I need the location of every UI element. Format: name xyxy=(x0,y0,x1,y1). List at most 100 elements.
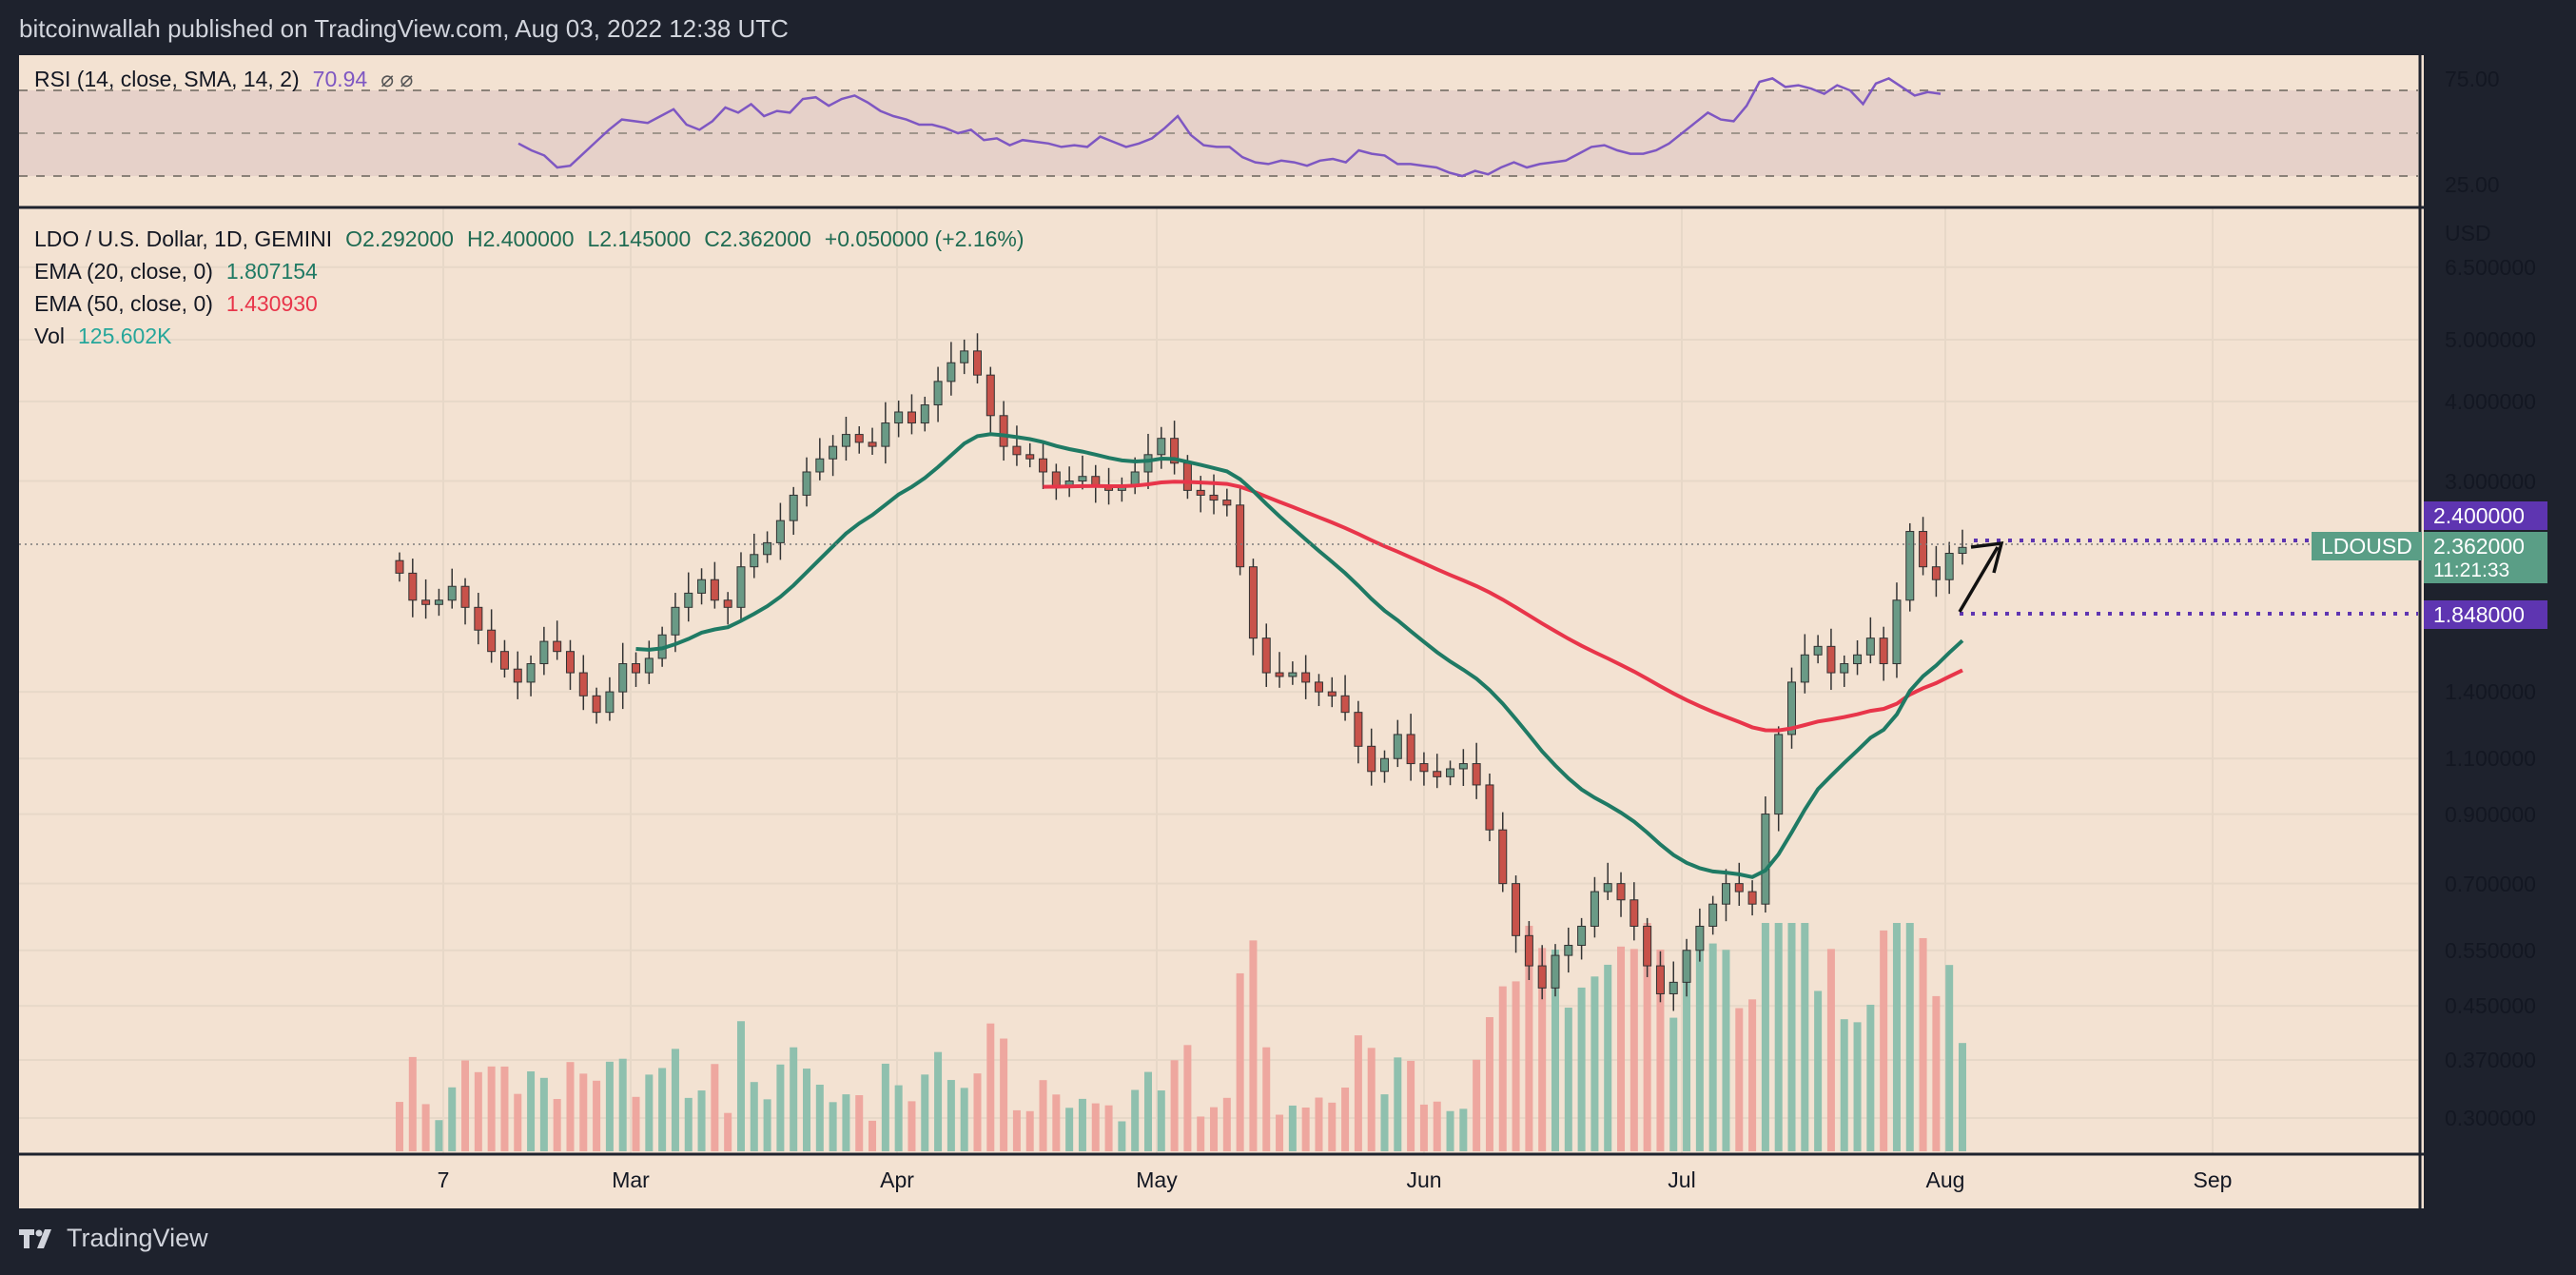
candle-body xyxy=(1747,891,1757,905)
candle-body xyxy=(736,566,746,608)
rsi-legend[interactable]: RSI (14, close, SMA, 14, 2) 70.94 ⌀ ⌀ xyxy=(34,67,426,92)
low-level-badge: 1.848000 xyxy=(2424,600,2547,629)
volume-bar xyxy=(1249,940,1258,1151)
price-tick: 4.000000 xyxy=(2445,388,2536,414)
volume-bar xyxy=(1695,936,1704,1151)
volume-bar xyxy=(1485,1016,1493,1151)
candle-body xyxy=(1787,681,1797,736)
tradingview-logo-icon xyxy=(19,1228,51,1248)
volume-bar xyxy=(1538,948,1547,1151)
candle-body xyxy=(1446,768,1455,777)
time-tick: Apr xyxy=(880,1167,914,1192)
candle-body xyxy=(1958,546,1967,555)
vol-legend[interactable]: Vol 125.602K xyxy=(34,324,185,349)
candle-body xyxy=(999,415,1008,447)
candle-body xyxy=(1774,734,1784,815)
volume-bar xyxy=(1288,1105,1297,1151)
candle-body xyxy=(1919,531,1928,568)
volume-bar xyxy=(1143,1071,1152,1151)
candle-body xyxy=(723,599,732,608)
volume-bar xyxy=(487,1066,496,1151)
candle-body xyxy=(553,640,562,653)
candle-body xyxy=(434,599,443,605)
volume-bar xyxy=(921,1074,929,1151)
candle-body xyxy=(1288,672,1298,677)
volume-bar xyxy=(632,1096,640,1151)
price-tick: 0.370000 xyxy=(2445,1048,2536,1073)
candle-body xyxy=(408,572,418,601)
tradingview-logo[interactable]: TradingView xyxy=(19,1224,208,1253)
time-tick: Mar xyxy=(612,1167,650,1192)
candle-body xyxy=(1905,531,1915,601)
candle-body xyxy=(920,404,929,424)
volume-bar xyxy=(1078,1098,1086,1151)
volume-bar xyxy=(539,1077,548,1151)
volume-bar xyxy=(1840,1019,1848,1151)
ema50-label: EMA (50, close, 0) xyxy=(34,291,213,316)
volume-bar xyxy=(396,1102,403,1151)
candle-body xyxy=(1485,784,1494,831)
time-tick: Jul xyxy=(1668,1167,1696,1192)
volume-bar xyxy=(736,1021,745,1151)
candle-body xyxy=(644,657,654,674)
volume-bar xyxy=(553,1099,561,1151)
candle-body xyxy=(1051,471,1061,486)
trend-arrow xyxy=(1958,546,2000,613)
time-tick: Aug xyxy=(1925,1167,1965,1192)
symbol-legend[interactable]: LDO / U.S. Dollar, 1D, GEMINI O2.292000 H2… xyxy=(34,226,1038,252)
candle-body xyxy=(618,663,628,693)
volume-bar xyxy=(1512,981,1520,1151)
ohlc-close: C2.362000 xyxy=(704,226,811,251)
candle-body xyxy=(1643,925,1652,967)
currency-label: USD xyxy=(2445,221,2491,245)
volume-bar xyxy=(711,1064,719,1151)
volume-bar xyxy=(1774,923,1783,1151)
volume-bar xyxy=(1826,949,1835,1151)
countdown-badge: 11:21:33 xyxy=(2424,559,2547,583)
price-tick: 0.700000 xyxy=(2445,871,2536,896)
candle-body xyxy=(868,441,877,447)
volume-bar xyxy=(579,1073,588,1151)
volume-bar xyxy=(1551,949,1559,1151)
candle-body xyxy=(1340,695,1350,714)
time-tick: Jun xyxy=(1406,1167,1442,1192)
volume-bar xyxy=(1892,923,1901,1151)
volume-bar xyxy=(1459,1108,1468,1151)
volume-bar xyxy=(1433,1101,1441,1151)
volume-bar xyxy=(1183,1045,1192,1151)
high-level-badge: 2.400000 xyxy=(2424,501,2547,530)
volume-bar xyxy=(514,1093,522,1151)
volume-bar xyxy=(1590,976,1599,1151)
volume-bar xyxy=(684,1097,693,1151)
candle-body xyxy=(1157,438,1166,456)
volume-bar xyxy=(790,1047,798,1151)
candle-body xyxy=(1261,638,1271,674)
volume-bar xyxy=(1932,995,1941,1151)
ohlc-low: L2.145000 xyxy=(587,226,692,251)
volume-bar xyxy=(815,1084,824,1151)
volume-bar xyxy=(1170,1060,1179,1151)
candle-body xyxy=(1655,965,1665,994)
volume-bar xyxy=(776,1064,785,1151)
volume-bar xyxy=(1118,1121,1126,1151)
volume-bar xyxy=(1617,946,1626,1151)
volume-bar xyxy=(868,1120,877,1151)
candle-body xyxy=(1695,925,1705,951)
price-tick: 3.000000 xyxy=(2445,468,2536,494)
ema50-legend[interactable]: EMA (50, close, 0) 1.430930 xyxy=(34,291,331,317)
volume-bar xyxy=(960,1088,968,1151)
ema20-legend[interactable]: EMA (20, close, 0) 1.807154 xyxy=(34,259,331,284)
candle-body xyxy=(1078,476,1087,482)
candle-body xyxy=(1537,965,1547,989)
candle-body xyxy=(487,629,497,653)
candle-body xyxy=(1196,489,1205,496)
volume-bar xyxy=(461,1060,470,1151)
candle-body xyxy=(1813,645,1823,656)
volume-bar xyxy=(1065,1108,1074,1151)
price-tick: 1.400000 xyxy=(2445,679,2536,705)
volume-bar xyxy=(1131,1089,1140,1151)
time-tick: Sep xyxy=(2193,1167,2233,1192)
volume-bar xyxy=(1722,950,1730,1151)
volume-bar xyxy=(1814,991,1823,1151)
